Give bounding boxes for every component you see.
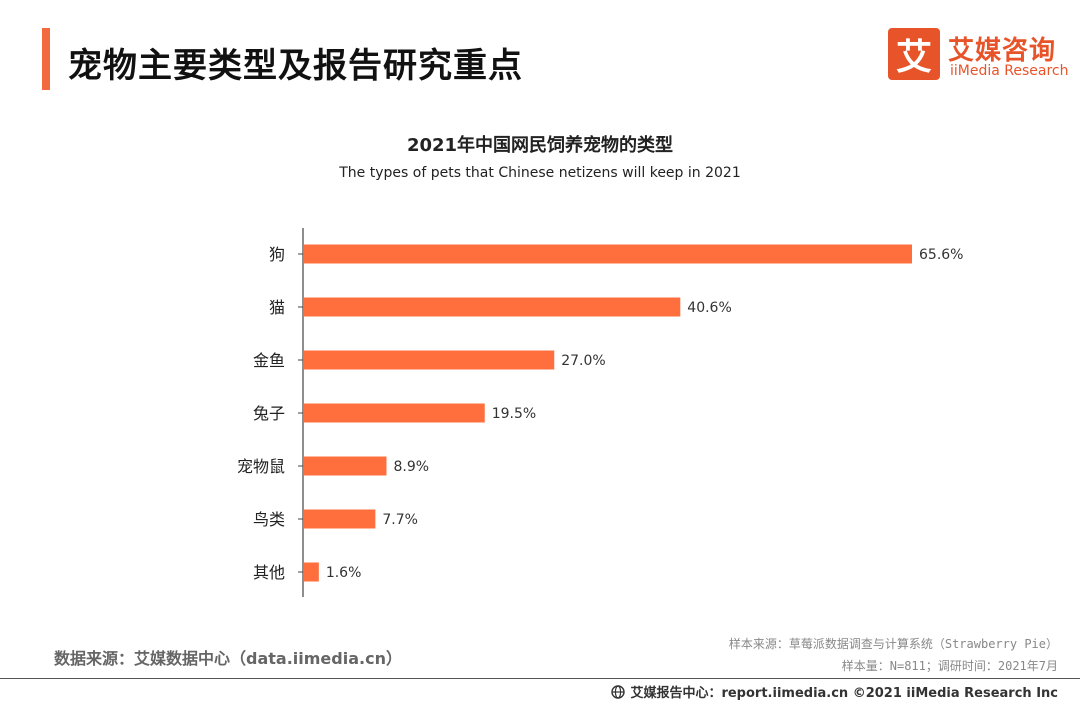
bar: [304, 456, 387, 476]
bar-value-label: 1.6%: [326, 565, 362, 581]
category-label: 宠物鼠: [237, 457, 285, 476]
bar-value-label: 19.5%: [492, 406, 536, 422]
title-accent-bar: [42, 28, 50, 90]
bar-value-label: 27.0%: [561, 353, 605, 369]
bar-value-label: 7.7%: [382, 512, 418, 528]
page-title: 宠物主要类型及报告研究重点: [68, 46, 523, 86]
bar: [304, 244, 912, 264]
globe-icon: [611, 684, 626, 699]
bar: [304, 350, 555, 370]
footer-text: 艾媒报告中心：report.iimedia.cn ©2021 iiMedia R…: [630, 686, 1058, 701]
category-label: 猫: [269, 298, 285, 317]
footer: 艾媒报告中心：report.iimedia.cn ©2021 iiMedia R…: [611, 682, 1058, 701]
chart-subtitle: The types of pets that Chinese netizens …: [339, 165, 741, 181]
sample-info: 样本来源：草莓派数据调查与计算系统（Strawberry Pie） 样本量：N=…: [729, 633, 1058, 677]
category-label: 兔子: [253, 404, 285, 423]
bar-value-label: 8.9%: [393, 459, 429, 475]
logo-name-cn: 艾媒咨询: [948, 36, 1057, 66]
category-label: 其他: [253, 563, 285, 582]
chart-title: 2021年中国网民饲养宠物的类型: [406, 135, 674, 156]
bar: [304, 562, 319, 582]
bar: [304, 297, 681, 317]
footer-divider: [0, 678, 1080, 679]
data-source: 数据来源：艾媒数据中心（data.iimedia.cn）: [54, 649, 402, 668]
bar: [304, 403, 485, 423]
category-label: 金鱼: [253, 351, 285, 370]
category-label: 鸟类: [253, 510, 285, 529]
logo-mark-icon: 艾: [888, 28, 940, 80]
bar-value-label: 65.6%: [919, 247, 963, 263]
sample-source: 样本来源：草莓派数据调查与计算系统（Strawberry Pie）: [728, 637, 1058, 651]
logo-name-en: iiMedia Research: [950, 63, 1069, 79]
category-label: 狗: [269, 245, 285, 264]
bar-value-label: 40.6%: [687, 300, 731, 316]
bar: [304, 509, 376, 529]
sample-size: 样本量：N=811；调研时间：2021年7月: [841, 659, 1058, 673]
iimedia-logo: 艾 艾媒咨询 iiMedia Research: [888, 28, 1069, 84]
